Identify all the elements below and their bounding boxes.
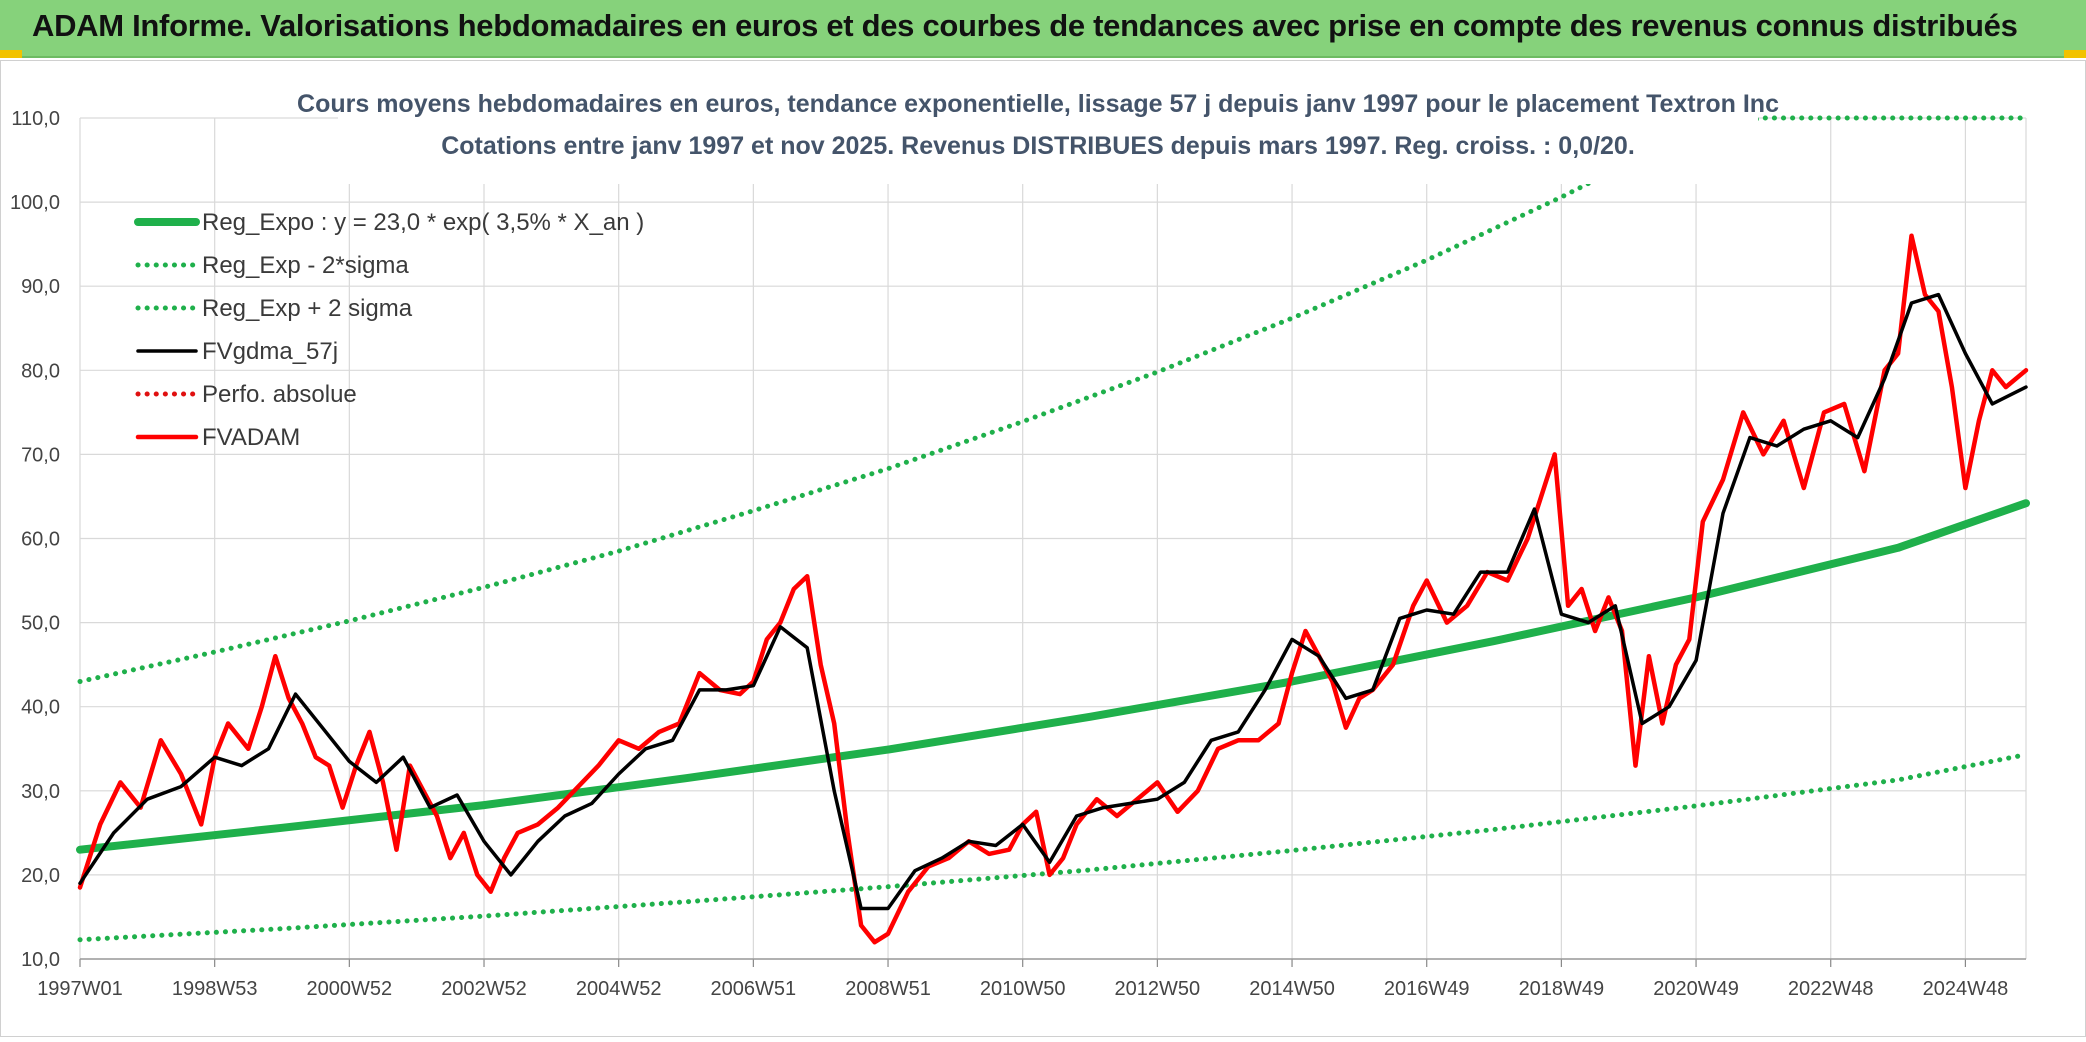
x-tick-label: 2002W52 <box>441 978 527 1000</box>
y-tick-label: 100,0 <box>10 192 60 214</box>
series-line-0 <box>76 499 2030 854</box>
y-tick-label: 40,0 <box>21 697 60 719</box>
x-tick-label: 2006W51 <box>711 978 797 1000</box>
x-tick-label: 2022W48 <box>1788 978 1874 1000</box>
chart-area: 10,0 20,0 30,0 40,0 50,0 60,0 70,0 80,0 90,0 100,… <box>0 60 2086 1037</box>
header-title: ADAM Informe. Valorisations hebdomadaire… <box>32 8 2018 43</box>
y-tick-label: 90,0 <box>21 276 60 298</box>
plot-frame <box>0 60 2086 1037</box>
x-tick-label: 2000W52 <box>307 978 393 1000</box>
y-tick-label: 10,0 <box>21 949 60 971</box>
y-axis: 10,0 20,0 30,0 40,0 50,0 60,0 70,0 80,0 90,0 100,… <box>10 108 60 971</box>
legend-label: Reg_Expo : y = 23,0 * exp( 3,5% * X_an ) <box>202 209 644 236</box>
series-group <box>76 115 2030 945</box>
x-tick-label: 2024W48 <box>1923 978 2009 1000</box>
legend-label: FVgdma_57j <box>202 338 338 365</box>
line-chart: 10,0 20,0 30,0 40,0 50,0 60,0 70,0 80,0 90,0 100,… <box>0 60 2086 1037</box>
y-tick-label: 110,0 <box>11 108 60 130</box>
x-tick-label: 2012W50 <box>1115 978 1201 1000</box>
series-line-3 <box>78 292 2028 911</box>
x-tick-label: 2010W50 <box>980 978 1066 1000</box>
legend-label: Reg_Exp + 2 sigma <box>202 295 413 322</box>
x-tick-label: 2014W50 <box>1249 978 1335 1000</box>
report-header: ADAM Informe. Valorisations hebdomadaire… <box>0 0 2086 58</box>
x-tick-label: 1998W53 <box>172 978 258 1000</box>
legend: Reg_Expo : y = 23,0 * exp( 3,5% * X_an )… <box>134 209 644 451</box>
y-tick-label: 30,0 <box>21 781 60 803</box>
y-tick-label: 80,0 <box>21 360 60 382</box>
header-accent-left <box>0 50 22 58</box>
chart-subtitle: Cotations entre janv 1997 et nov 2025. R… <box>441 132 1635 160</box>
x-tick-label: 2018W49 <box>1519 978 1605 1000</box>
y-tick-label: 60,0 <box>21 529 60 551</box>
series-line-1 <box>77 752 2029 943</box>
header-accent-right <box>2064 50 2086 58</box>
series-line-2 <box>77 115 2029 684</box>
x-axis: 1997W01 1998W53 2000W52 2002W52 2004W52 2006W… <box>37 958 2026 1000</box>
series-line-5 <box>77 233 2029 945</box>
x-tick-label: 1997W01 <box>37 978 123 1000</box>
legend-label: Reg_Exp - 2*sigma <box>202 252 409 279</box>
x-tick-label: 2016W49 <box>1384 978 1470 1000</box>
legend-label: Perfo. absolue <box>202 381 357 408</box>
chart-title: Cours moyens hebdomadaires en euros, ten… <box>297 90 1779 118</box>
legend-label: FVADAM <box>202 424 300 451</box>
x-tick-label: 2004W52 <box>576 978 662 1000</box>
y-tick-label: 20,0 <box>21 865 60 887</box>
y-tick-label: 70,0 <box>21 444 60 466</box>
y-tick-label: 50,0 <box>21 613 60 635</box>
x-tick-label: 2020W49 <box>1653 978 1739 1000</box>
title-backdrop <box>338 80 1758 184</box>
x-tick-label: 2008W51 <box>845 978 931 1000</box>
